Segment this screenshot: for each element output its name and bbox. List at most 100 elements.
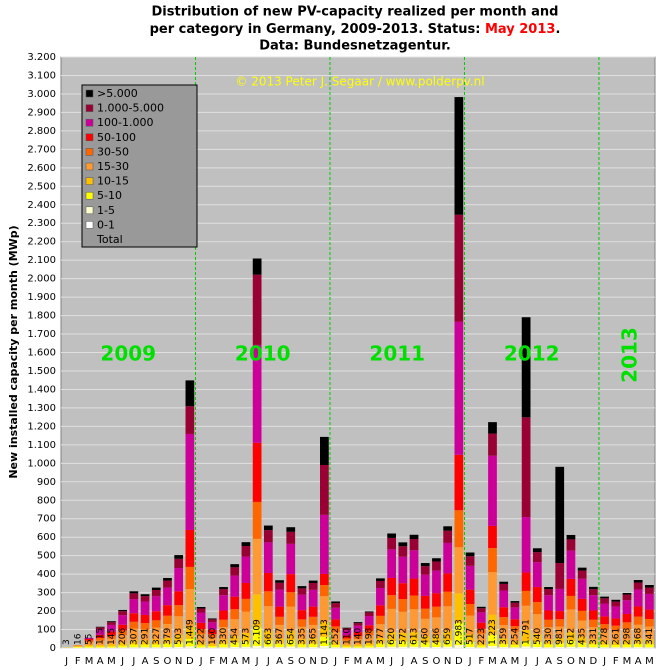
- bar-segment: [622, 647, 632, 648]
- x-tick-label: M: [85, 656, 94, 667]
- y-tick-label: 2.000: [27, 274, 56, 285]
- bar-segment: [510, 641, 520, 645]
- bar-segment: [465, 642, 475, 647]
- bar-segment: [510, 619, 520, 627]
- x-tick-label: J: [64, 656, 68, 667]
- bar-segment: [207, 619, 217, 623]
- bar-segment: [510, 602, 520, 608]
- x-tick-label: S: [153, 656, 159, 667]
- bar-segment: [577, 643, 587, 648]
- bar-segment: [95, 638, 105, 641]
- bar-segment: [84, 640, 94, 643]
- bar-segment: [84, 642, 94, 646]
- bar-segment: [465, 604, 475, 616]
- bar-segment: [275, 616, 284, 625]
- total-label: 307: [129, 628, 139, 645]
- bar-segment: [454, 593, 464, 623]
- bar-segment: [465, 615, 475, 635]
- bar-segment: [420, 646, 430, 648]
- bar-segment: [544, 639, 553, 645]
- x-tick-label: O: [298, 656, 306, 667]
- bar-segment: [600, 596, 609, 599]
- bar-segment: [107, 638, 116, 645]
- total-label: 359: [499, 628, 509, 645]
- bar-segment: [263, 530, 273, 543]
- x-tick-label: D: [455, 656, 463, 667]
- y-tick-label: 1.600: [27, 348, 56, 359]
- legend-swatch: [85, 118, 94, 127]
- x-tick-label: A: [411, 656, 418, 667]
- total-label: 198: [365, 628, 375, 645]
- bar-segment: [308, 638, 318, 644]
- legend-label: 30-50: [97, 145, 129, 158]
- bar-segment: [342, 635, 352, 639]
- bar-segment: [163, 605, 172, 616]
- legend-swatch: [85, 162, 94, 171]
- bar-segment: [353, 632, 363, 636]
- bar-segment: [544, 610, 553, 620]
- x-tick-label: A: [545, 656, 552, 667]
- bar-segment: [398, 632, 408, 642]
- legend-swatch: [85, 191, 94, 200]
- total-label: 613: [410, 628, 420, 645]
- bar-segment: [364, 616, 374, 626]
- bar-segment: [622, 614, 632, 623]
- bar-segment: [219, 610, 228, 620]
- bar-segment: [387, 640, 396, 647]
- bar-segment: [398, 542, 408, 547]
- bar-segment: [544, 587, 553, 590]
- bar-segment: [129, 647, 139, 648]
- bar-segment: [230, 596, 240, 610]
- x-tick-label: A: [276, 656, 283, 667]
- x-tick-label: M: [242, 656, 251, 667]
- bar-segment: [420, 595, 430, 609]
- bar-segment: [454, 547, 464, 594]
- bar-segment: [443, 573, 453, 592]
- bar-segment: [398, 546, 408, 557]
- bar-segment: [207, 637, 217, 644]
- bar-segment: [219, 639, 228, 645]
- bar-segment: [376, 578, 385, 581]
- total-label: 335: [297, 628, 307, 645]
- bar-segment: [320, 645, 329, 648]
- bar-segment: [331, 603, 340, 608]
- bar-segment: [196, 628, 206, 634]
- total-label: 612: [566, 628, 576, 645]
- bar-segment: [95, 646, 105, 648]
- bar-segment: [488, 634, 497, 646]
- total-label: 540: [533, 628, 543, 645]
- x-tick-label: N: [175, 656, 182, 667]
- legend-label: 1-5: [97, 204, 115, 217]
- bar-segment: [107, 631, 116, 636]
- bar-segment: [364, 625, 374, 631]
- bar-segment: [118, 609, 128, 612]
- bar-segment: [230, 635, 240, 643]
- bar-segment: [320, 621, 329, 637]
- bar-segment: [174, 646, 184, 648]
- bar-segment: [320, 585, 329, 597]
- x-tick-label: M: [623, 656, 632, 667]
- bar-segment: [555, 646, 565, 648]
- bar-segment: [140, 596, 150, 602]
- bar-segment: [95, 644, 105, 647]
- bar-segment: [409, 609, 419, 632]
- bar-segment: [532, 633, 542, 642]
- bar-segment: [521, 517, 531, 573]
- bar-segment: [107, 644, 116, 647]
- x-tick-label: M: [488, 656, 497, 667]
- bar-segment: [633, 580, 643, 583]
- x-tick-label: J: [535, 656, 539, 667]
- bar-segment: [443, 606, 453, 631]
- bar-segment: [577, 610, 587, 621]
- y-tick-label: 400: [37, 569, 56, 580]
- bar-segment: [364, 611, 374, 613]
- bar-segment: [118, 642, 128, 646]
- bar-segment: [286, 646, 296, 648]
- bar-segment: [600, 616, 609, 625]
- x-tick-label: D: [186, 656, 194, 667]
- y-tick-label: 2.900: [27, 107, 56, 118]
- bar-segment: [588, 595, 598, 611]
- bar-segment: [622, 594, 632, 601]
